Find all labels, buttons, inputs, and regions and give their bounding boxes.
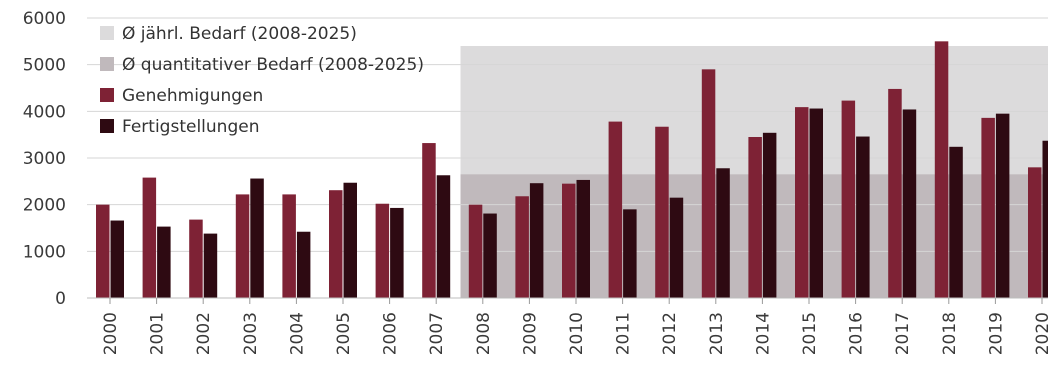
bar-fertigstellungen-2007 — [436, 175, 451, 298]
x-tick-label-2017: 2017 — [893, 312, 913, 355]
bar-fertigstellungen-2013 — [716, 168, 730, 298]
x-tick-label-2001: 2001 — [148, 312, 168, 355]
x-tick-label-2003: 2003 — [241, 312, 261, 355]
bar-genehmigungen-2012 — [655, 126, 669, 298]
x-tick-label-2000: 2000 — [101, 312, 121, 355]
bar-fertigstellungen-2011 — [623, 209, 637, 298]
y-tick-label-6000: 6000 — [23, 9, 66, 29]
bar-genehmigungen-2007 — [422, 143, 436, 298]
bar-genehmigungen-2020 — [1028, 167, 1042, 298]
bar-fertigstellungen-2008 — [483, 213, 497, 298]
bars — [96, 41, 1048, 299]
y-tick-label-2000: 2000 — [23, 196, 66, 216]
legend-label-band-1: Ø jährl. Bedarf (2008-2025) — [122, 24, 357, 44]
bar-genehmigungen-2000 — [96, 204, 110, 298]
bar-fertigstellungen-2005 — [343, 182, 357, 298]
legend-swatch-series-1 — [100, 88, 114, 102]
bar-genehmigungen-2011 — [608, 121, 623, 298]
legend: Ø jährl. Bedarf (2008-2025) Ø quantitati… — [100, 24, 424, 137]
x-tick-label-2008: 2008 — [474, 312, 494, 355]
x-tick-label-2002: 2002 — [194, 312, 214, 355]
x-tick-label-2013: 2013 — [707, 312, 727, 355]
bar-genehmigungen-2015 — [795, 107, 809, 298]
x-tick-label-2020: 2020 — [1033, 312, 1048, 355]
bar-genehmigungen-2006 — [375, 203, 390, 298]
x-tick-label-2016: 2016 — [847, 312, 867, 355]
bar-fertigstellungen-2000 — [110, 220, 124, 298]
bar-genehmigungen-2013 — [701, 69, 716, 298]
axes: 0 1000 2000 3000 4000 5000 6000 2000 2001 2002 200… — [23, 9, 1048, 355]
x-tick-label-2007: 2007 — [427, 312, 447, 355]
bar-fertigstellungen-2018 — [949, 146, 963, 298]
bar-genehmigungen-2018 — [934, 41, 949, 298]
y-tick-label-1000: 1000 — [23, 242, 66, 262]
legend-swatch-series-2 — [100, 119, 114, 133]
x-tick-label-2004: 2004 — [287, 312, 307, 355]
bar-fertigstellungen-2020 — [1042, 140, 1048, 298]
x-tick-label-2006: 2006 — [381, 312, 401, 355]
bar-fertigstellungen-2012 — [669, 197, 684, 298]
x-tick-label-2009: 2009 — [520, 312, 540, 355]
bar-fertigstellungen-2010 — [576, 179, 590, 298]
legend-swatch-band-1 — [100, 26, 114, 40]
bar-genehmigungen-2001 — [142, 177, 157, 298]
bar-fertigstellungen-2006 — [390, 207, 404, 298]
bar-genehmigungen-2010 — [562, 183, 576, 298]
x-tick-label-2011: 2011 — [614, 312, 634, 355]
bar-fertigstellungen-2019 — [995, 113, 1010, 299]
x-tick-label-2015: 2015 — [800, 312, 820, 355]
bar-fertigstellungen-2001 — [157, 226, 171, 298]
bar-fertigstellungen-2017 — [902, 109, 917, 298]
x-tick-label-2010: 2010 — [567, 312, 587, 355]
y-tick-label-5000: 5000 — [23, 56, 66, 76]
y-tick-label-3000: 3000 — [23, 149, 66, 169]
bar-genehmigungen-2014 — [748, 137, 762, 298]
x-tick-label-2018: 2018 — [940, 312, 960, 355]
x-tick-label-2019: 2019 — [986, 312, 1006, 355]
x-tick-label-2005: 2005 — [334, 312, 354, 355]
legend-label-series-2: Fertigstellungen — [122, 117, 259, 137]
bar-genehmigungen-2003 — [235, 194, 250, 298]
bar-genehmigungen-2008 — [468, 204, 483, 298]
bar-genehmigungen-2009 — [515, 196, 529, 298]
bar-genehmigungen-2017 — [888, 88, 902, 298]
bar-fertigstellungen-2015 — [809, 108, 823, 299]
bar-genehmigungen-2019 — [981, 117, 995, 298]
bar-fertigstellungen-2002 — [203, 233, 218, 298]
bar-genehmigungen-2002 — [189, 219, 203, 298]
bar-fertigstellungen-2004 — [296, 231, 311, 298]
y-tick-label-4000: 4000 — [23, 102, 66, 122]
bar-genehmigungen-2016 — [841, 100, 856, 298]
x-tick-label-2012: 2012 — [660, 312, 680, 355]
bar-fertigstellungen-2014 — [762, 132, 777, 298]
bar-fertigstellungen-2009 — [529, 183, 544, 298]
bar-genehmigungen-2004 — [282, 194, 296, 298]
bar-fertigstellungen-2003 — [250, 178, 264, 298]
x-tick-label-2014: 2014 — [753, 312, 773, 355]
bar-fertigstellungen-2016 — [856, 136, 870, 298]
legend-label-series-1: Genehmigungen — [122, 86, 263, 106]
legend-label-band-2: Ø quantitativer Bedarf (2008-2025) — [122, 55, 424, 75]
y-tick-label-0: 0 — [55, 289, 66, 309]
legend-swatch-band-2 — [100, 57, 114, 71]
bar-genehmigungen-2005 — [329, 190, 343, 298]
